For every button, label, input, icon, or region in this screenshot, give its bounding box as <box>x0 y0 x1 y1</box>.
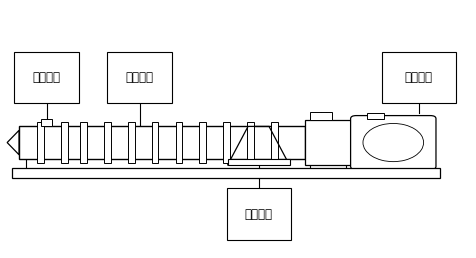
Bar <box>367 113 383 119</box>
Bar <box>61 122 68 163</box>
Bar <box>80 122 87 163</box>
Bar <box>175 122 182 163</box>
Text: 温控系统: 温控系统 <box>125 71 153 84</box>
Bar <box>19 126 305 159</box>
Text: 驱动系统: 驱动系统 <box>404 71 432 84</box>
Bar <box>107 52 171 103</box>
Bar <box>270 122 277 163</box>
Bar <box>247 122 253 163</box>
FancyBboxPatch shape <box>350 116 435 170</box>
Bar <box>350 138 356 147</box>
Bar <box>14 52 79 103</box>
Text: 真空系统: 真空系统 <box>32 71 60 84</box>
Bar <box>309 112 331 120</box>
Bar <box>226 188 290 240</box>
Bar <box>12 168 439 178</box>
Text: 喂料系统: 喂料系统 <box>244 208 272 221</box>
Bar <box>37 122 44 163</box>
Bar <box>199 122 206 163</box>
Bar <box>41 119 52 126</box>
Bar <box>104 122 110 163</box>
Bar <box>227 159 289 165</box>
Bar <box>223 122 229 163</box>
Bar <box>151 122 158 163</box>
Bar <box>128 122 134 163</box>
Bar <box>381 52 455 103</box>
Bar <box>305 120 350 165</box>
